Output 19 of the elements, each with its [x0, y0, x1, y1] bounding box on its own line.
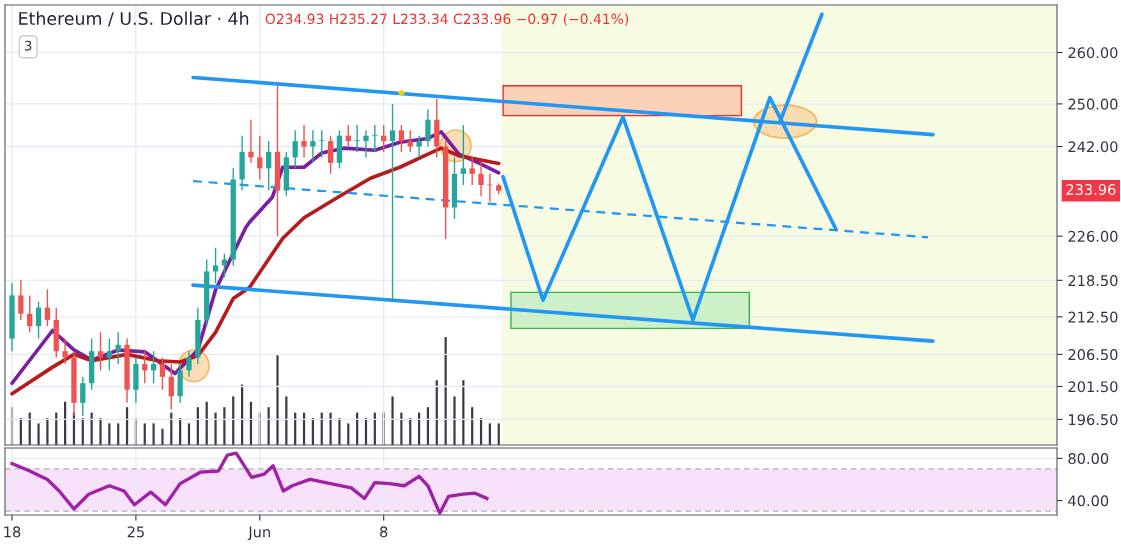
x-tick-label: 18	[4, 526, 21, 538]
x-tick-label: Jun	[247, 526, 270, 541]
y-tick-label: 206.50	[1068, 349, 1118, 361]
y-tick-label: 196.50	[1069, 414, 1118, 426]
x-tick-label: 8	[380, 526, 388, 538]
y-tick-label: 226.00	[1068, 230, 1118, 242]
text: O234.93 H235.27 L233.34 C233.96 −0.97 (−0.41%)	[265, 13, 629, 26]
annotation: 3	[24, 40, 32, 51]
text: 233.96	[1066, 183, 1116, 196]
y-tick-label: 80.00	[1068, 453, 1109, 465]
y-tick-label: 201.50	[1068, 381, 1118, 393]
y-tick-label: 212.50	[1068, 311, 1118, 323]
y-tick-label: 40.00	[1068, 495, 1109, 507]
chart-title: Ethereum / U.S. Dollar · 4h	[19, 11, 249, 27]
x-tick-label: 25	[127, 526, 144, 538]
y-tick-label: 250.00	[1068, 98, 1118, 110]
y-tick-label: 218.50	[1068, 275, 1118, 287]
y-tick-label: 242.00	[1068, 141, 1118, 153]
y-tick-label: 260.00	[1068, 47, 1118, 59]
